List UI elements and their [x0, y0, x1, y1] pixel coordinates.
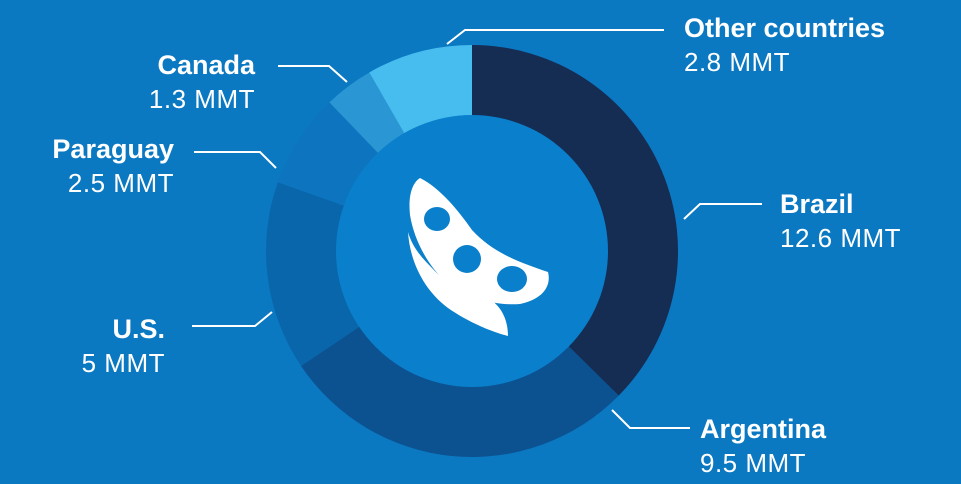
donut-slices	[266, 45, 678, 457]
slice-name-brazil: Brazil	[780, 189, 854, 219]
label-argentina: Argentina 9.5 MMT	[700, 412, 826, 480]
label-paraguay: Paraguay 2.5 MMT	[52, 132, 174, 200]
soybean-beans	[424, 207, 527, 292]
connector-other-countries	[446, 29, 664, 45]
connector-us	[192, 311, 273, 327]
slice-brazil	[472, 45, 678, 396]
label-connectors	[192, 29, 762, 429]
slice-value-canada: 1.3 MMT	[148, 84, 255, 114]
bean-2-icon	[453, 245, 481, 273]
bean-3-icon	[497, 266, 527, 292]
slice-argentina	[301, 325, 619, 457]
label-canada: Canada 1.3 MMT	[149, 48, 255, 116]
slice-value-argentina: 9.5 MMT	[700, 448, 807, 478]
slice-value-us: 5 MMT	[81, 348, 165, 378]
connector-brazil	[683, 203, 762, 220]
slice-name-canada: Canada	[157, 50, 255, 80]
connector-argentina	[611, 409, 690, 429]
slice-name-us: U.S.	[112, 314, 165, 344]
slice-canada	[329, 72, 406, 155]
slice-name-other-countries: Other countries	[684, 13, 886, 43]
slice-value-paraguay: 2.5 MMT	[67, 168, 174, 198]
label-us: U.S. 5 MMT	[82, 312, 165, 380]
label-other-countries: Other countries 2.8 MMT	[684, 11, 885, 79]
slice-other-countries	[369, 45, 472, 135]
slice-value-other-countries: 2.8 MMT	[684, 47, 791, 77]
slice-name-argentina: Argentina	[700, 414, 827, 444]
slice-paraguay	[277, 102, 380, 207]
connector-canada	[278, 65, 348, 83]
slice-u-s	[266, 182, 361, 366]
slice-value-brazil: 12.6 MMT	[780, 223, 902, 253]
bean-1-icon	[424, 207, 450, 231]
label-brazil: Brazil 12.6 MMT	[780, 187, 901, 255]
connector-paraguay	[194, 151, 277, 169]
slice-name-paraguay: Paraguay	[52, 134, 174, 164]
